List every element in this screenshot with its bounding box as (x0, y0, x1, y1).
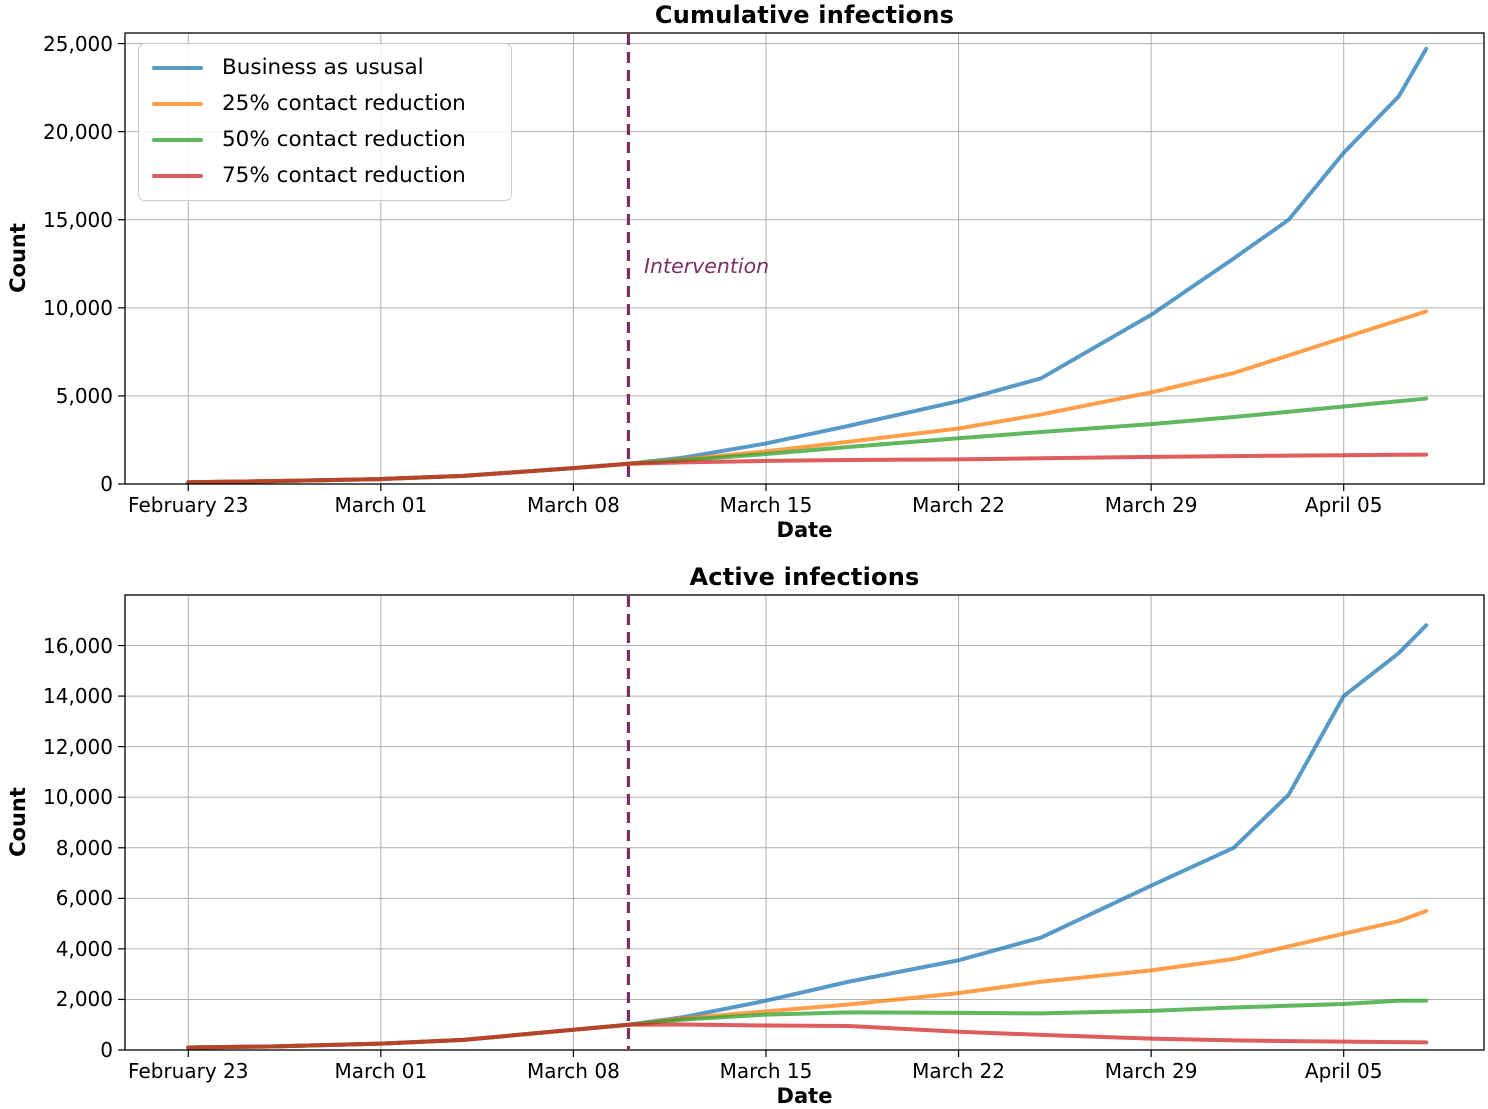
x-tick-label: March 15 (719, 493, 813, 517)
y-tick-label: 6,000 (55, 886, 113, 911)
chart1-title: Cumulative infections (654, 1, 955, 29)
x-tick-label: April 05 (1304, 1059, 1383, 1083)
legend-item: 75% contact reduction (139, 158, 511, 194)
x-tick-label: March 01 (334, 1059, 428, 1083)
y-tick-label: 16,000 (43, 633, 113, 658)
y-tick-label: 2,000 (55, 987, 113, 1012)
legend-item: 25% contact reduction (139, 86, 511, 122)
y-tick-label: 20,000 (43, 119, 113, 144)
y-tick-label: 14,000 (43, 684, 113, 709)
series-line-business-as-ususal (186, 623, 1429, 1050)
chart1-y-axis-label: Count (6, 223, 30, 293)
y-tick-label: 8,000 (55, 835, 113, 860)
y-tick-label: 10,000 (43, 295, 113, 320)
legend-label: 25% contact reduction (222, 91, 466, 117)
x-tick-label: March 29 (1104, 493, 1198, 517)
x-tick-label: March 08 (527, 493, 620, 517)
intervention-annotation: Intervention (644, 254, 770, 278)
y-tick-label: 4,000 (55, 936, 113, 961)
y-tick-label: 5,000 (55, 383, 113, 408)
y-tick-label: 12,000 (43, 734, 113, 759)
legend-line-swatch (152, 65, 203, 71)
x-tick-label: March 29 (1104, 1059, 1198, 1083)
legend-label: Business as ususal (222, 55, 424, 81)
chart2-y-axis-label: Count (6, 787, 30, 857)
x-tick-label: February 23 (128, 493, 249, 517)
y-tick-label: 25,000 (43, 31, 113, 56)
y-tick-label: 15,000 (43, 207, 113, 232)
x-tick-label: March 08 (527, 1059, 620, 1083)
x-tick-label: February 23 (128, 1059, 249, 1083)
chart1-x-axis-label: Date (776, 518, 833, 542)
legend-line-swatch (152, 137, 203, 143)
x-tick-label: April 05 (1304, 493, 1383, 517)
y-tick-label: 0 (100, 1038, 113, 1062)
y-tick-label: 10,000 (43, 785, 113, 810)
series-line-75-contact-reduction (186, 452, 1429, 485)
x-tick-label: March 22 (912, 493, 1005, 517)
chart2-title: Active infections (689, 563, 920, 591)
legend-item: Business as ususal (139, 50, 511, 86)
y-tick-label: 0 (100, 472, 113, 496)
x-tick-label: March 15 (719, 1059, 813, 1083)
legend-line-swatch (152, 101, 203, 107)
series-line-75-contact-reduction (186, 1022, 1429, 1050)
x-tick-label: March 01 (334, 493, 428, 517)
legend-label: 50% contact reduction (222, 127, 466, 153)
legend-line-swatch (152, 173, 203, 179)
legend-item: 50% contact reduction (139, 122, 511, 158)
x-tick-label: March 22 (912, 1059, 1005, 1083)
chart2-x-axis-label: Date (776, 1084, 833, 1108)
legend-label: 75% contact reduction (222, 163, 466, 189)
legend: Business as ususal 25% contact reduction 5… (138, 43, 512, 201)
series-line-50-contact-reduction (186, 396, 1429, 485)
